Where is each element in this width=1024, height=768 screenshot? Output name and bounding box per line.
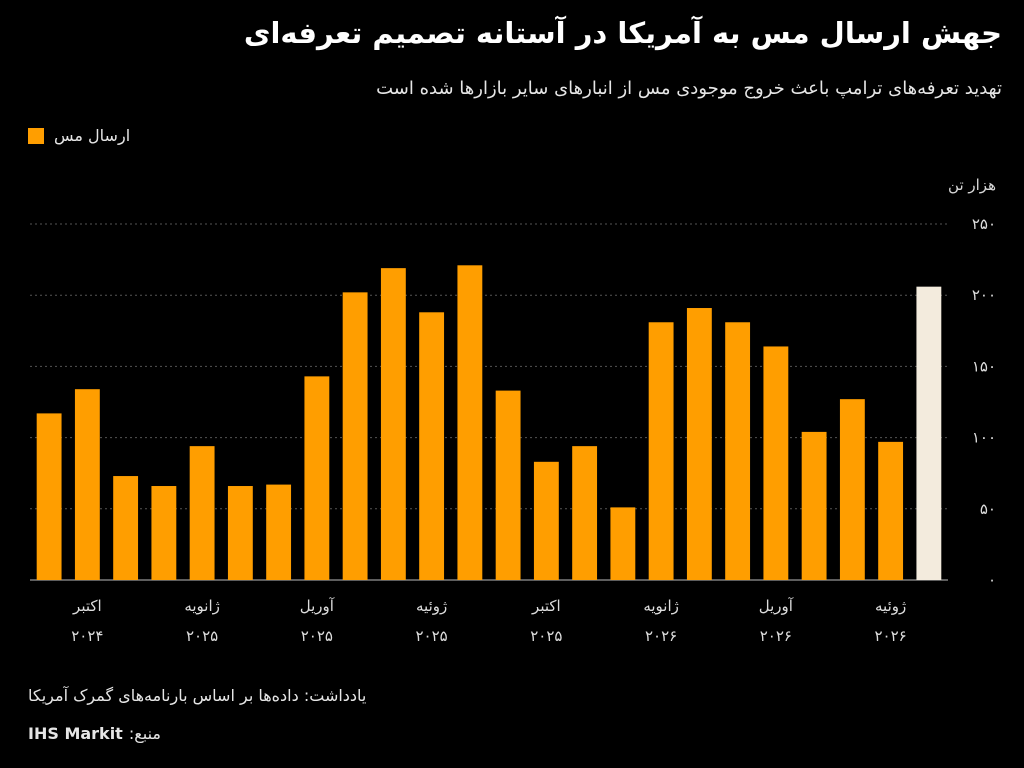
chart-title: جهش ارسال مس به آمریکا در آستانه تصمیم ت… — [243, 16, 1002, 50]
bar — [304, 376, 330, 580]
y-tick-label: ۲۵۰ — [972, 215, 996, 233]
bar — [419, 312, 445, 580]
bar — [380, 268, 406, 580]
bar — [36, 413, 62, 580]
legend: ارسال مس — [28, 126, 130, 145]
x-tick-month: ژوئیه — [416, 597, 447, 615]
bar — [801, 431, 827, 580]
x-tick-year: ۲۰۲۵ — [416, 627, 448, 645]
bar — [342, 292, 368, 580]
bar — [686, 308, 712, 580]
bar — [189, 446, 215, 580]
x-tick-year: ۲۰۲۵ — [530, 627, 562, 645]
bar-highlighted — [916, 286, 942, 580]
bar — [878, 441, 904, 580]
bar — [725, 322, 751, 580]
y-tick-label: ۰ — [988, 571, 996, 589]
bar — [227, 486, 253, 580]
x-tick-month: ژوئیه — [875, 597, 906, 615]
x-tick-month: آوریل — [759, 597, 794, 615]
source-name: IHS Markit — [28, 724, 123, 743]
bar — [839, 399, 865, 580]
y-tick-label: ۱۵۰ — [972, 357, 996, 375]
footnote: یادداشت: داده‌ها بر اساس بارنامه‌های گمر… — [28, 686, 367, 705]
x-tick-month: ژانویه — [184, 597, 220, 615]
x-tick-month: آوریل — [300, 597, 335, 615]
y-tick-label: ۱۰۰ — [972, 429, 996, 447]
bar — [457, 265, 483, 580]
source-label: منبع: — [128, 724, 161, 743]
bar — [113, 476, 139, 580]
bar — [74, 389, 100, 580]
bar — [763, 346, 789, 580]
source: منبع: IHS Markit — [28, 724, 161, 743]
bar — [151, 486, 177, 580]
x-tick-year: ۲۰۲۴ — [71, 627, 103, 645]
bar — [648, 322, 674, 580]
bar — [533, 461, 559, 580]
bar — [572, 446, 598, 580]
x-tick-month: اکتبر — [72, 597, 102, 615]
x-tick-year: ۲۰۲۵ — [186, 627, 218, 645]
bar — [266, 484, 292, 580]
bar — [495, 390, 521, 580]
x-tick-year: ۲۰۲۵ — [301, 627, 333, 645]
x-tick-year: ۲۰۲۶ — [875, 627, 907, 645]
chart-subtitle: تهدید تعرفه‌های ترامپ باعث خروج موجودی م… — [376, 78, 1002, 99]
legend-label: ارسال مس — [54, 126, 131, 145]
x-tick-month: ژانویه — [643, 597, 679, 615]
y-tick-label: ۲۰۰ — [972, 286, 996, 304]
x-tick-year: ۲۰۲۶ — [760, 627, 792, 645]
x-tick-month: اکتبر — [531, 597, 561, 615]
bar — [610, 507, 636, 580]
legend-swatch — [28, 127, 44, 144]
y-tick-label: ۵۰ — [980, 500, 996, 518]
x-tick-year: ۲۰۲۶ — [645, 627, 677, 645]
y-axis-unit: هزار تن — [948, 176, 996, 194]
